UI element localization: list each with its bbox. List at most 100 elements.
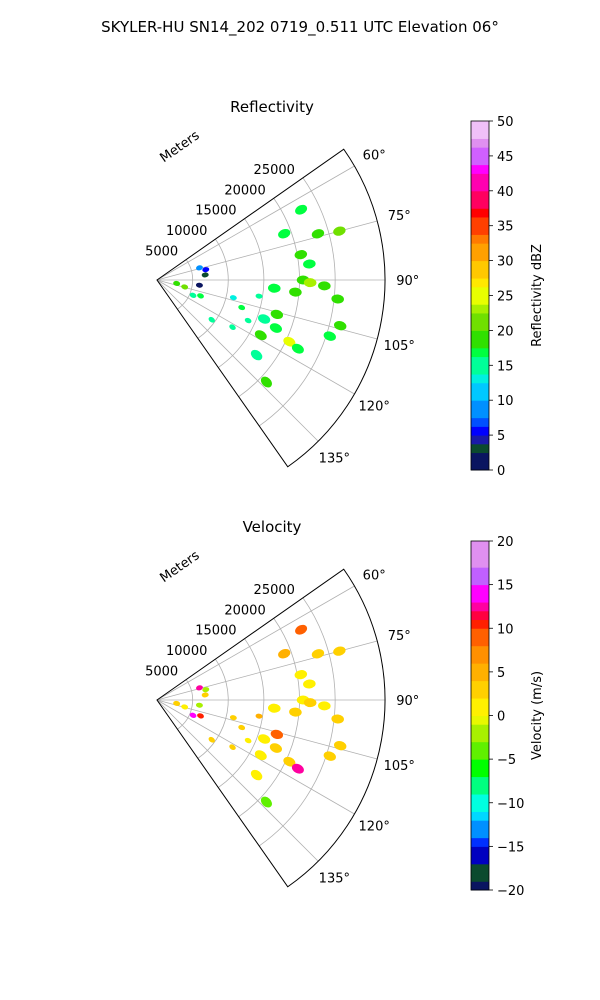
theta-tick-label: 60° bbox=[363, 569, 386, 584]
colorbar-segment bbox=[471, 698, 489, 708]
data-point bbox=[250, 349, 263, 361]
colorbar-segment bbox=[471, 269, 489, 279]
data-point bbox=[311, 229, 325, 239]
colorbar-tick-label: −15 bbox=[497, 840, 524, 855]
data-point bbox=[250, 769, 263, 781]
theta-tick-label: 120° bbox=[359, 399, 390, 414]
colorbar-segment bbox=[471, 680, 489, 690]
colorbar-segment bbox=[471, 208, 489, 218]
colorbar-segment bbox=[471, 443, 489, 454]
data-point bbox=[291, 343, 304, 354]
colorbar-segment bbox=[471, 837, 489, 847]
data-point bbox=[173, 280, 181, 287]
data-point bbox=[229, 324, 236, 331]
data-point bbox=[295, 624, 308, 635]
range-ring bbox=[238, 198, 300, 398]
data-point bbox=[173, 700, 181, 707]
colorbar-tick-label: 20 bbox=[497, 324, 514, 339]
azimuth-spoke bbox=[156, 279, 355, 395]
colorbar-segment bbox=[471, 426, 489, 436]
velocity-panel: 60° 75° 90° 105° 120° 135° 5000 10000 15000 20000… bbox=[145, 518, 545, 899]
colorbar-tick-label: 50 bbox=[497, 115, 514, 130]
colorbar-segment bbox=[471, 164, 489, 174]
colorbar-tick-label: 0 bbox=[497, 710, 505, 725]
data-point bbox=[331, 294, 344, 304]
data-point bbox=[197, 713, 204, 719]
data-point bbox=[333, 226, 346, 236]
colorbar-segment bbox=[471, 802, 489, 812]
data-point bbox=[283, 336, 296, 347]
theta-tick-label: 60° bbox=[363, 149, 386, 164]
data-point bbox=[269, 743, 282, 753]
colorbar-label: Velocity (m/s) bbox=[530, 671, 545, 760]
theta-tick-label: 105° bbox=[384, 339, 415, 354]
colorbar-segment bbox=[471, 855, 489, 865]
polar-grid bbox=[156, 165, 385, 442]
colorbar-segment bbox=[471, 295, 489, 305]
colorbar-segment bbox=[471, 452, 489, 462]
colorbar-segment bbox=[471, 391, 489, 401]
range-tick-label: 15000 bbox=[195, 624, 236, 639]
data-point bbox=[289, 707, 302, 717]
colorbar-segment bbox=[471, 584, 489, 594]
data-point bbox=[255, 713, 263, 719]
data-point bbox=[229, 744, 236, 751]
colorbar-segment bbox=[471, 199, 489, 209]
data-point bbox=[283, 756, 296, 767]
colorbar-segment bbox=[471, 706, 489, 716]
data-point bbox=[303, 698, 317, 708]
range-ring bbox=[238, 618, 300, 818]
colorbar-segment bbox=[471, 382, 489, 392]
data-point bbox=[303, 259, 316, 269]
colorbar-segment bbox=[471, 312, 489, 323]
colorbar-tick-label: 40 bbox=[497, 185, 514, 200]
data-point bbox=[323, 331, 336, 341]
colorbar-segment bbox=[471, 776, 489, 786]
colorbar-tick-label: 45 bbox=[497, 150, 514, 165]
data-point bbox=[208, 316, 215, 323]
colorbar-segment bbox=[471, 374, 489, 384]
data-point bbox=[195, 282, 203, 288]
data-point bbox=[269, 323, 282, 333]
colorbar-tick-label: 15 bbox=[497, 359, 514, 374]
data-series bbox=[173, 624, 347, 808]
colorbar-segment bbox=[471, 225, 489, 235]
data-point bbox=[181, 284, 189, 290]
data-point bbox=[258, 314, 271, 324]
azimuth-spoke bbox=[156, 699, 319, 862]
range-ring bbox=[197, 238, 229, 339]
colorbar-tick-label: 5 bbox=[497, 666, 505, 681]
sector-outline bbox=[156, 568, 386, 888]
azimuth-spoke bbox=[156, 165, 355, 281]
data-point bbox=[208, 736, 215, 743]
colorbar: 0 5 10 15 20 25 30 35 40 45 50 Reflectivity dBZ bbox=[470, 115, 545, 479]
colorbar-segment bbox=[471, 645, 489, 655]
colorbar-segment bbox=[471, 347, 489, 358]
colorbar-tick-label: 20 bbox=[497, 535, 514, 550]
colorbar-segment bbox=[471, 304, 489, 314]
theta-tick-label: 75° bbox=[388, 629, 411, 644]
data-point bbox=[229, 295, 237, 301]
data-point bbox=[254, 750, 267, 761]
data-point bbox=[244, 737, 252, 744]
data-point bbox=[197, 293, 204, 299]
colorbar-segment bbox=[471, 794, 489, 804]
data-point bbox=[318, 701, 331, 711]
colorbar-segment bbox=[471, 785, 489, 795]
data-point bbox=[289, 287, 302, 297]
data-point bbox=[333, 646, 346, 656]
colorbar-segment bbox=[471, 636, 489, 647]
range-ring bbox=[218, 218, 265, 368]
sector-outline bbox=[156, 148, 386, 468]
panel-title: Reflectivity bbox=[230, 98, 314, 116]
colorbar-tick-label: 15 bbox=[497, 579, 514, 594]
theta-tick-label: 135° bbox=[319, 451, 350, 466]
colorbar-segment bbox=[471, 654, 489, 664]
colorbar-segment bbox=[471, 541, 489, 551]
data-point bbox=[295, 204, 308, 215]
data-point bbox=[195, 702, 203, 708]
colorbar-segment bbox=[471, 610, 489, 621]
theta-tick-label: 90° bbox=[396, 694, 419, 709]
